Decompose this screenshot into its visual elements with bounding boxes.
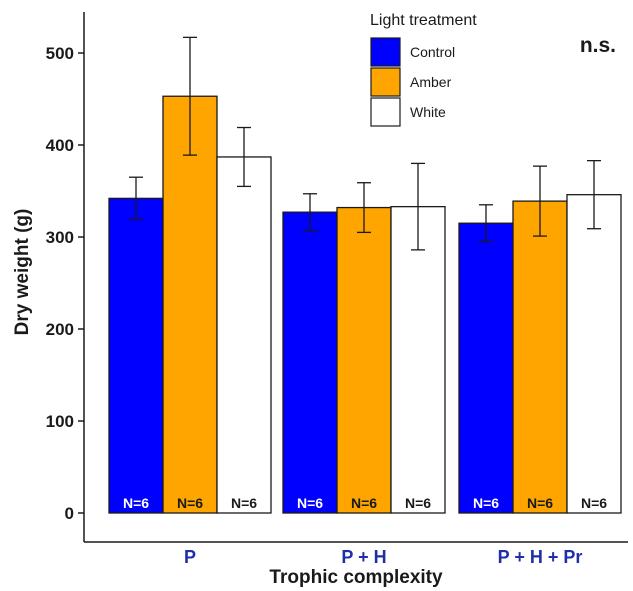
y-axis-title: Dry weight (g) bbox=[12, 209, 33, 336]
sample-size-label: N=6 bbox=[231, 495, 257, 511]
y-tick-label: 500 bbox=[46, 44, 74, 63]
bar-amber bbox=[162, 95, 218, 514]
legend-swatch-amber bbox=[370, 67, 401, 97]
sample-size-label: N=6 bbox=[527, 495, 553, 511]
x-category-label: P + H + Pr bbox=[498, 547, 583, 567]
bar-control bbox=[458, 222, 514, 514]
bars bbox=[108, 95, 622, 514]
legend-label-amber: Amber bbox=[410, 74, 452, 90]
legend: Light treatment Control Amber White bbox=[370, 12, 477, 127]
x-axis-title: Trophic complexity bbox=[269, 567, 443, 588]
significance-annotation: n.s. bbox=[580, 34, 616, 57]
sample-size-label: N=6 bbox=[405, 495, 431, 511]
bar-amber bbox=[512, 200, 568, 514]
x-category-label: P bbox=[184, 547, 196, 567]
sample-size-label: N=6 bbox=[297, 495, 323, 511]
bar-control bbox=[108, 197, 164, 514]
bar-white bbox=[566, 194, 622, 514]
legend-swatch-control bbox=[370, 37, 401, 67]
bar-white bbox=[390, 205, 446, 514]
legend-label-white: White bbox=[410, 104, 446, 120]
sample-size-label: N=6 bbox=[177, 495, 203, 511]
sample-size-label: N=6 bbox=[123, 495, 149, 511]
n-labels: N=6 N=6 N=6 N=6 N=6 N=6 N=6 N=6 N=6 bbox=[123, 495, 607, 511]
bar-amber bbox=[336, 206, 392, 514]
y-tick-label: 300 bbox=[46, 228, 74, 247]
y-tick-label: 400 bbox=[46, 136, 74, 155]
bar-white bbox=[216, 156, 272, 514]
legend-title: Light treatment bbox=[370, 12, 477, 29]
error-bars bbox=[129, 36, 601, 251]
legend-label-control: Control bbox=[410, 44, 455, 60]
y-tick-label: 200 bbox=[46, 320, 74, 339]
y-axis-ticks: 0 100 200 300 400 500 bbox=[46, 44, 84, 523]
sample-size-label: N=6 bbox=[351, 495, 377, 511]
x-axis-category-labels: P P + H P + H + Pr bbox=[184, 547, 582, 567]
y-tick-label: 0 bbox=[65, 504, 74, 523]
y-tick-label: 100 bbox=[46, 412, 74, 431]
sample-size-label: N=6 bbox=[473, 495, 499, 511]
sample-size-label: N=6 bbox=[581, 495, 607, 511]
legend-swatch-white bbox=[370, 97, 401, 127]
bar-control bbox=[282, 211, 338, 514]
x-category-label: P + H bbox=[341, 547, 386, 567]
